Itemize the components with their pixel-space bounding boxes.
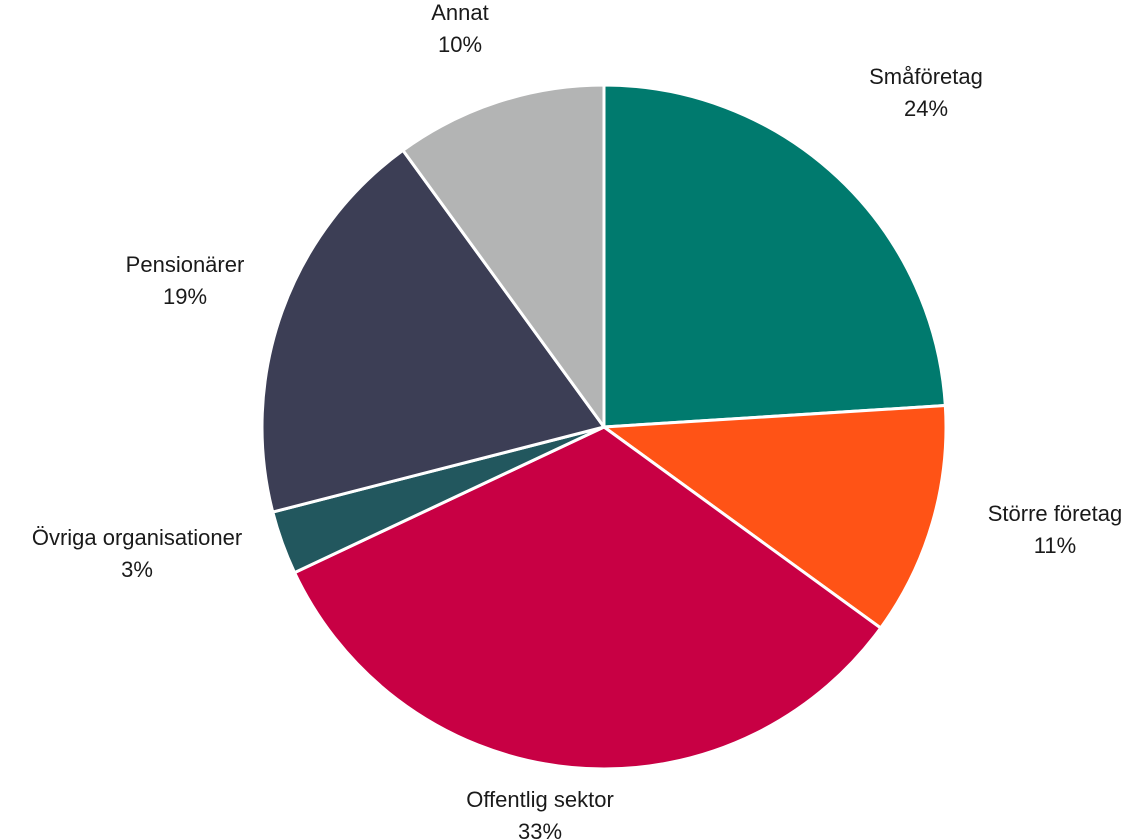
pie-label-annat: Annat 10% — [431, 0, 489, 57]
pie-slice-offentlig-sektor — [293, 425, 883, 771]
pie-label-name: Annat — [431, 0, 489, 25]
pie-label-name: Större företag — [988, 501, 1123, 526]
pie-label-value: 11% — [1034, 533, 1076, 558]
pie-slice-pensionärer — [260, 148, 606, 514]
pie-label-större-företag: Större företag 11% — [988, 501, 1123, 558]
pie-label-value: 19% — [163, 284, 207, 309]
pie-slices — [260, 83, 948, 771]
pie-label-pensionärer: Pensionärer 19% — [126, 252, 245, 309]
pie-label-name: Pensionärer — [126, 252, 245, 277]
pie-slice-större-företag — [602, 404, 948, 630]
pie-label-offentlig-sektor: Offentlig sektor 33% — [466, 787, 614, 840]
pie-label-value: 33% — [518, 819, 562, 840]
pie-label-name: Övriga organisationer — [32, 525, 242, 550]
pie-label-name: Offentlig sektor — [466, 787, 614, 812]
pie-labels: Småföretag 24% Större företag 11% Offentlig … — [32, 0, 1122, 840]
pie-slice-småföretag — [602, 83, 947, 429]
pie-label-value: 10% — [438, 32, 482, 57]
pie-label-value: 3% — [121, 557, 153, 582]
pie-label-name: Småföretag — [869, 64, 983, 89]
pie-label-övriga-organisationer: Övriga organisationer 3% — [32, 525, 242, 582]
pie-label-småföretag: Småföretag 24% — [869, 64, 983, 121]
pie-slice-annat — [401, 83, 606, 429]
pie-label-value: 24% — [904, 96, 948, 121]
